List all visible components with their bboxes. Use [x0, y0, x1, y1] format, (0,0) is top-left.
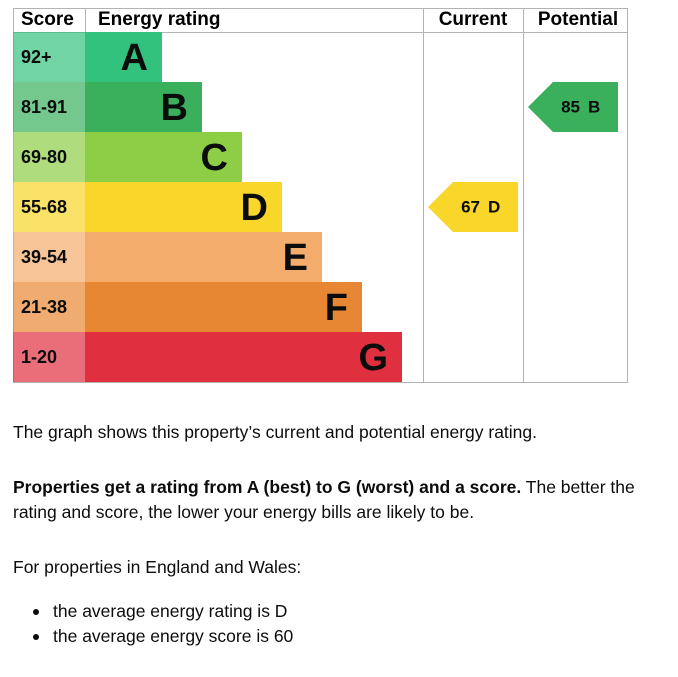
rating-letter: E: [283, 237, 308, 279]
score-cell: [13, 32, 85, 82]
current-arrow: [428, 182, 518, 232]
rating-bar: [85, 182, 282, 232]
score-range: 55-68: [21, 197, 67, 217]
bullet-list: the average energy rating is D the avera…: [13, 599, 653, 649]
rating-letter: A: [121, 37, 148, 79]
energy-chart: Score Energy rating Current Potential 92…: [13, 8, 628, 383]
rating-bar: [85, 32, 162, 82]
score-range: 21-38: [21, 297, 67, 317]
bullet: the average energy score is 60: [13, 624, 653, 649]
potential-arrow: [528, 82, 618, 132]
score-range: 1-20: [21, 347, 57, 367]
paragraph: For properties in England and Wales:: [13, 557, 302, 577]
score-cell: [13, 132, 85, 182]
rating-letter: G: [358, 337, 388, 379]
score-cell: [13, 232, 85, 282]
bullet: the average energy rating is D: [13, 599, 653, 624]
paragraph: Properties get a rating from A (best) to…: [13, 475, 653, 525]
rating-bar: [85, 132, 242, 182]
score-cell: [13, 182, 85, 232]
score-cell: [13, 282, 85, 332]
text: The better the rating and score, the low…: [13, 477, 635, 522]
rating-letter: C: [201, 137, 228, 179]
score-cell: [13, 82, 85, 132]
paragraph: The graph shows this property’s current …: [13, 422, 538, 442]
score-range: 69-80: [21, 147, 67, 167]
potential-score: 85: [561, 97, 580, 116]
rating-letter: D: [241, 187, 268, 229]
rating-letter: B: [161, 87, 188, 129]
current-rating: D: [488, 197, 500, 216]
bold-text: Properties get a rating from A (best) to…: [13, 477, 522, 497]
header-rating: Energy rating: [98, 9, 220, 30]
rating-bar: [85, 332, 402, 382]
rating-letter: F: [325, 287, 348, 329]
score-range: 39-54: [21, 247, 67, 267]
rating-bar: [85, 232, 322, 282]
rating-bar: [85, 82, 202, 132]
header-current: Current: [439, 9, 508, 30]
potential-rating: B: [588, 97, 600, 116]
header-score: Score: [21, 9, 74, 30]
current-score: 67: [461, 197, 480, 216]
rating-bar: [85, 282, 362, 332]
score-range: 81-91: [21, 97, 67, 117]
score-cell: [13, 332, 85, 382]
score-range: 92+: [21, 47, 52, 67]
header-potential: Potential: [538, 9, 618, 30]
